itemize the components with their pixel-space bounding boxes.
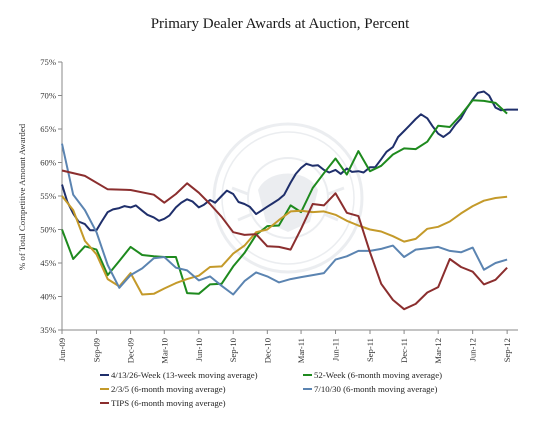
x-tick-label: Sep-11 (365, 338, 375, 362)
y-axis-ticks: 35% 40% 45% 50% 55% 60% 65% 70% 75% (40, 57, 62, 335)
x-tick-label: Sep-10 (228, 338, 238, 362)
legend: 4/13/26-Week (13-week moving average) 52-… (100, 370, 442, 408)
legend-label: 52-Week (6-month moving average) (314, 370, 442, 380)
y-tick-label: 35% (40, 325, 56, 335)
x-tick-label: Jun-11 (331, 338, 341, 361)
y-tick-label: 70% (40, 91, 56, 101)
x-axis-ticks: Jun-09 Sep-09 Dec-09 Mar-10 Jun-10 Sep-10 Dec-… (57, 330, 512, 364)
y-tick-label: 40% (40, 292, 56, 302)
x-tick-label: Dec-09 (126, 338, 136, 363)
y-tick-label: 55% (40, 191, 56, 201)
series-line-5 (61, 169, 508, 311)
legend-label: 7/10/30 (6-month moving average) (314, 384, 437, 394)
y-tick-label: 45% (40, 258, 56, 268)
legend-label: 2/3/5 (6-month moving average) (111, 384, 226, 394)
x-tick-label: Mar-12 (433, 338, 443, 364)
x-tick-label: Mar-10 (159, 338, 169, 364)
series-line-1 (61, 90, 518, 232)
y-tick-label: 75% (40, 57, 56, 67)
legend-label: 4/13/26-Week (13-week moving average) (111, 370, 258, 380)
series-line-4 (61, 143, 508, 296)
series-line-3 (61, 195, 508, 296)
y-tick-label: 65% (40, 124, 56, 134)
legend-label: TIPS (6-month moving average) (111, 398, 226, 408)
chart-title: Primary Dealer Awards at Auction, Percen… (151, 16, 410, 32)
x-tick-label: Dec-11 (399, 338, 409, 363)
y-tick-label: 60% (40, 158, 56, 168)
series-lines (61, 90, 518, 311)
x-tick-label: Sep-09 (91, 338, 101, 362)
y-axis-label: % of Total Competitive Amount Awarded (17, 123, 27, 270)
x-tick-label: Jun-10 (194, 338, 204, 361)
x-tick-label: Jun-12 (468, 338, 478, 361)
x-tick-label: Dec-10 (262, 338, 272, 363)
y-tick-label: 50% (40, 225, 56, 235)
watermark-seal-icon (212, 122, 364, 274)
x-tick-label: Jun-09 (57, 338, 67, 361)
x-tick-label: Sep-12 (502, 338, 512, 362)
x-tick-label: Mar-11 (296, 338, 306, 363)
